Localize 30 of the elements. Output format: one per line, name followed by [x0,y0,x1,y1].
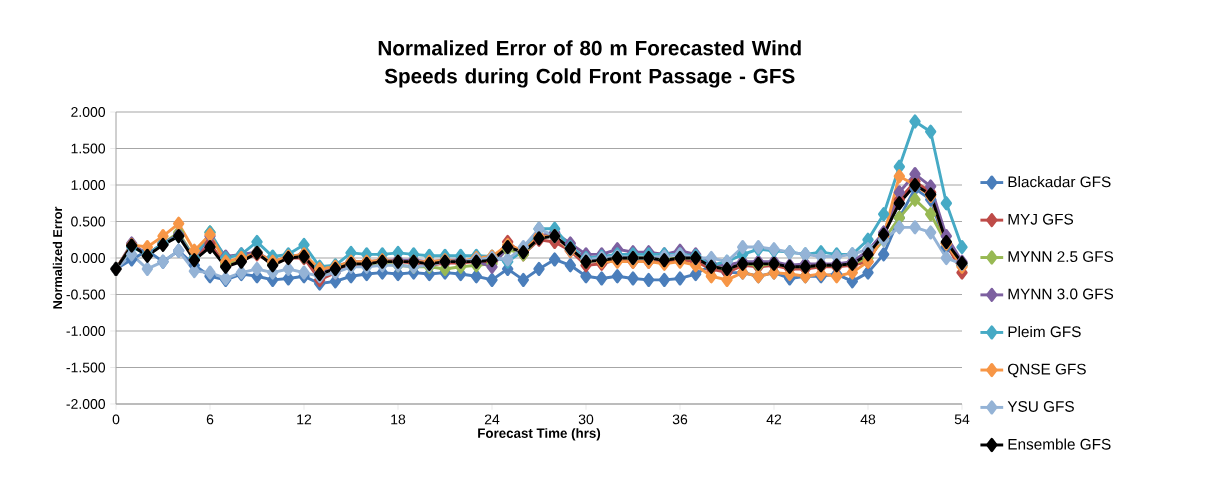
x-axis-title: Forecast Time (hrs) [478,428,601,441]
legend-label: YSU GFS [1007,401,1074,412]
y-tick-label: 2.000 [71,107,106,117]
x-tick-label: 42 [766,414,782,425]
y-axis-title: Normalized Error [52,206,63,309]
legend-label: QNSE GFS [1008,363,1086,378]
x-tick-label: 12 [297,414,312,425]
legend-label: Pleim GFS [1008,325,1081,338]
y-tick-label: 0.500 [71,216,106,227]
legend-label: Ensemble GFS [1008,438,1111,450]
legend-label: MYNN 3.0 GFS [1008,288,1114,300]
x-tick-label: 18 [391,414,406,425]
y-tick-label: -2.000 [66,399,106,409]
y-tick-label: -0.500 [66,289,106,300]
x-tick-label: 48 [860,414,876,425]
x-tick-label: 0 [112,414,120,425]
y-tick-label: 0.000 [71,253,106,263]
x-tick-label: 54 [954,414,970,425]
y-tick-label: 1.500 [71,143,106,154]
legend-label: MYNN 2.5 GFS [1008,251,1114,263]
legend-label: Blackadar GFS [1008,176,1111,188]
y-tick-label: 1.000 [71,180,106,190]
y-tick-label: -1.500 [66,362,106,373]
y-tick-label: -1.000 [66,326,106,336]
x-tick-label: 6 [206,414,214,425]
legend-label: MYJ GFS [1008,213,1074,225]
x-tick-label: 24 [484,414,500,425]
x-tick-label: 30 [578,414,594,425]
x-tick-label: 36 [672,414,688,425]
chart-title: Normalized Error of 80 m Forecasted Wind Speeds during Cold Front Passage - GFS [378,40,801,88]
